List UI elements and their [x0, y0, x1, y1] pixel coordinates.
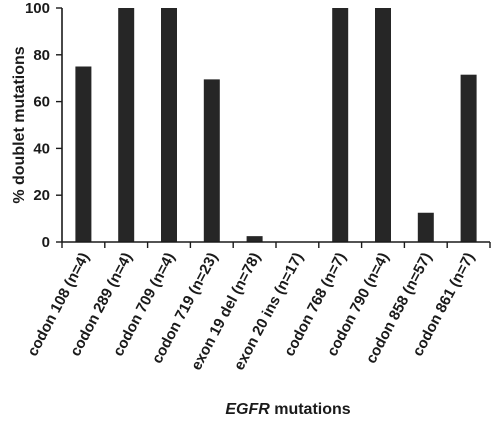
bar — [203, 79, 220, 243]
y-tick-label: 40 — [33, 140, 50, 157]
x-category-labels: codon 108 (n=4)codon 289 (n=4)codon 709 … — [24, 242, 491, 373]
bars-group — [75, 8, 477, 243]
y-tick-label: 20 — [33, 187, 50, 204]
bar — [75, 66, 92, 242]
bar — [246, 236, 263, 242]
y-tick-label: 80 — [33, 47, 50, 64]
x-axis-title-rest: mutations — [270, 401, 351, 418]
y-tick-label: 100 — [25, 0, 50, 17]
x-axis-title: EGFR mutations — [225, 401, 350, 418]
bar — [417, 212, 434, 242]
bar — [161, 8, 177, 242]
y-axis-title: % doublet mutations — [11, 46, 28, 203]
y-tick-label: 0 — [42, 234, 50, 251]
y-ticks-group: 0 20 40 60 80 100 — [25, 0, 62, 251]
x-axis-title-italic: EGFR — [225, 401, 270, 418]
y-tick-label: 60 — [33, 94, 50, 111]
bar — [332, 8, 349, 242]
bar — [375, 8, 391, 242]
bar — [460, 74, 477, 242]
bar — [118, 8, 135, 242]
